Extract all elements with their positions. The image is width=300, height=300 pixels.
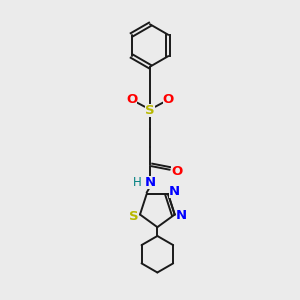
- Text: S: S: [129, 209, 138, 223]
- Text: O: O: [172, 165, 183, 178]
- Text: N: N: [176, 208, 187, 222]
- Text: S: S: [145, 104, 155, 117]
- Text: O: O: [126, 93, 137, 106]
- Text: O: O: [163, 93, 174, 106]
- Text: N: N: [169, 185, 180, 198]
- Text: H: H: [133, 176, 142, 189]
- Text: N: N: [144, 176, 156, 189]
